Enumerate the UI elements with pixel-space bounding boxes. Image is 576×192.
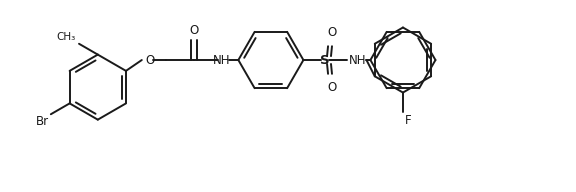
Text: O: O [146,54,155,67]
Text: NH: NH [213,54,230,67]
Text: F: F [405,114,411,127]
Text: Br: Br [36,115,49,128]
Text: O: O [190,24,199,37]
Text: O: O [327,81,336,94]
Text: S: S [320,54,330,67]
Text: O: O [327,26,336,39]
Text: CH₃: CH₃ [57,32,76,42]
Text: NH: NH [348,54,366,67]
